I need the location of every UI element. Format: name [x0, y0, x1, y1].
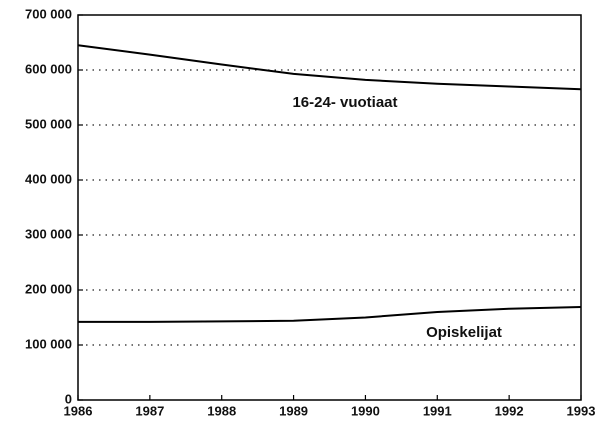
x-tick-label: 1990 — [351, 403, 380, 418]
x-tick-label: 1988 — [207, 403, 236, 418]
y-tick-label: 400 000 — [25, 171, 72, 186]
y-tick-label: 100 000 — [25, 336, 72, 351]
plot-frame — [77, 14, 582, 401]
x-tick-label: 1993 — [567, 403, 596, 418]
x-tick-label: 1986 — [64, 403, 93, 418]
y-tick-label: 0 — [65, 391, 72, 406]
y-tick-label: 500 000 — [25, 116, 72, 131]
y-tick-label: 200 000 — [25, 281, 72, 296]
series-label: Opiskelijat — [426, 324, 502, 341]
y-tick-label: 600 000 — [25, 61, 72, 76]
y-tick-label: 700 000 — [25, 6, 72, 21]
x-tick-label: 1987 — [135, 403, 164, 418]
series-line — [77, 44, 582, 91]
series-label: 16-24- vuotiaat — [292, 94, 397, 111]
x-tick-label: 1989 — [279, 403, 308, 418]
y-tick-label: 300 000 — [25, 226, 72, 241]
series-line — [78, 306, 582, 323]
x-tick-label: 1991 — [423, 403, 452, 418]
x-tick-label: 1992 — [495, 403, 524, 418]
